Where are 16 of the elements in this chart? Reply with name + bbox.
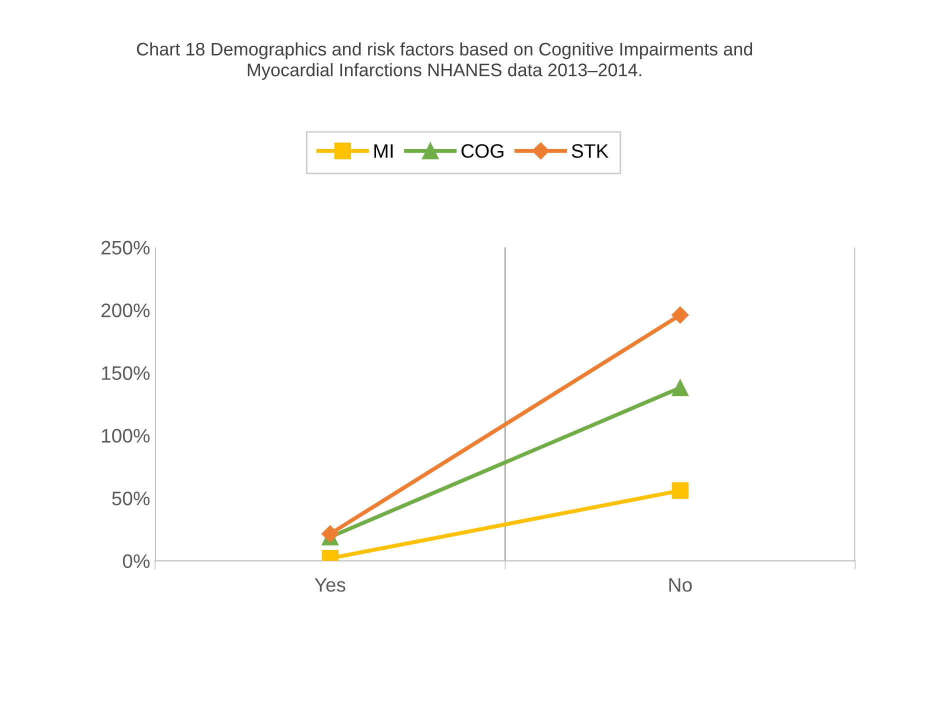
x-tick-label: No — [669, 578, 692, 592]
y-tick-label: 50% — [112, 492, 150, 506]
y-tick-label: 150% — [102, 366, 150, 380]
point — [672, 306, 689, 324]
y-tick-label: 200% — [102, 304, 150, 318]
y-tick-label: 250% — [102, 240, 150, 255]
y-tick-label: 0% — [122, 554, 150, 568]
legend-label: MI — [374, 144, 393, 158]
legend-label: STK — [572, 144, 609, 158]
x-tick-label: Yes — [314, 578, 346, 592]
chart-title: Chart 18 Demographics and risk factors based on Cognitive Impairments and Myocardial Infarctions NHANES data 2013–2014. — [136, 42, 752, 80]
point — [322, 525, 339, 542]
legend-label: COG — [461, 144, 504, 158]
y-tick-label: 100% — [102, 428, 150, 443]
point — [672, 379, 689, 396]
point — [672, 482, 689, 499]
